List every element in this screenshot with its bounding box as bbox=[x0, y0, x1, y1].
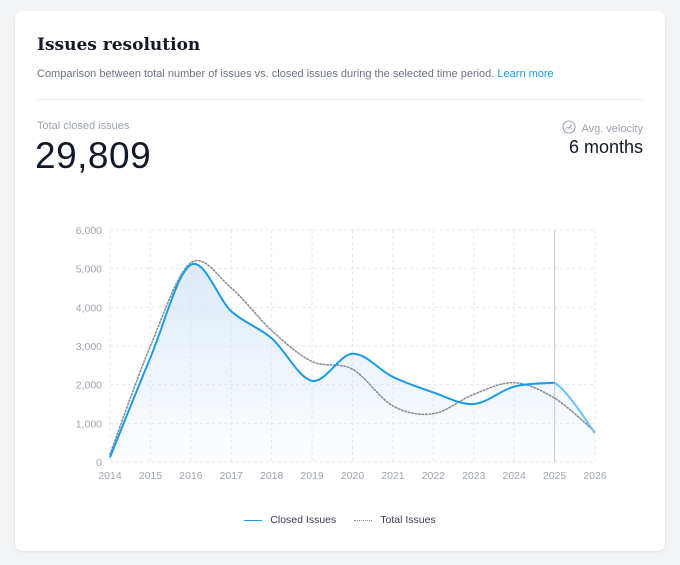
x-tick-label: 2015 bbox=[139, 470, 163, 482]
x-tick-label: 2026 bbox=[583, 470, 607, 482]
x-tick-label: 2016 bbox=[179, 470, 203, 482]
x-tick-label: 2018 bbox=[260, 470, 284, 482]
closed-issues-area bbox=[110, 263, 595, 462]
x-tick-label: 2024 bbox=[502, 470, 526, 482]
y-tick-label: 3,000 bbox=[76, 341, 102, 353]
x-tick-label: 2021 bbox=[381, 470, 405, 482]
total-issues-swatch bbox=[354, 519, 373, 521]
x-tick-label: 2014 bbox=[98, 470, 122, 482]
y-tick-label: 1,000 bbox=[76, 418, 102, 430]
chart-legend: Closed Issues Total Issues bbox=[15, 514, 665, 526]
avg-velocity-text: Avg. velocity bbox=[581, 122, 643, 135]
y-tick-label: 0 bbox=[96, 457, 102, 469]
total-closed-value: 29,809 bbox=[35, 135, 152, 176]
avg-velocity-value: 6 months bbox=[568, 137, 643, 157]
x-tick-label: 2022 bbox=[422, 470, 446, 482]
gauge-icon bbox=[562, 120, 576, 137]
x-tick-label: 2023 bbox=[462, 470, 486, 482]
y-tick-label: 5,000 bbox=[76, 264, 102, 276]
description-text: Comparison between total number of issue… bbox=[37, 68, 495, 80]
card-title: Issues resolution bbox=[37, 35, 201, 55]
learn-more-link[interactable]: Learn more bbox=[497, 68, 554, 80]
x-tick-label: 2020 bbox=[341, 470, 365, 482]
x-tick-label: 2019 bbox=[300, 470, 324, 482]
total-closed-label: Total closed issues bbox=[37, 120, 130, 132]
y-tick-label: 6,000 bbox=[76, 225, 102, 237]
total-issues-line bbox=[109, 259, 596, 456]
card-description: Comparison between total number of issue… bbox=[37, 68, 554, 80]
y-tick-label: 4,000 bbox=[76, 302, 102, 314]
closed-issues-line bbox=[109, 262, 555, 458]
legend-item-total-issues[interactable]: Total Issues bbox=[354, 514, 436, 526]
issues-line-chart: 0 1,000 2,000 3,000 4,000 5,000 6,000 2014 2015 2… bbox=[76, 225, 607, 482]
x-tick-label: 2025 bbox=[543, 470, 567, 482]
closed-issues-forecast-line bbox=[554, 381, 596, 434]
legend-label-closed-issues: Closed Issues bbox=[270, 514, 337, 526]
legend-label-total-issues: Total Issues bbox=[380, 514, 436, 526]
legend-item-closed-issues[interactable]: Closed Issues bbox=[244, 514, 336, 526]
avg-velocity-label: Avg. velocity bbox=[562, 120, 643, 137]
closed-issues-swatch bbox=[244, 519, 263, 521]
y-tick-label: 2,000 bbox=[76, 380, 102, 392]
x-tick-label: 2017 bbox=[220, 470, 244, 482]
issues-resolution-card: Issues resolution Comparison between tot… bbox=[15, 11, 665, 551]
divider bbox=[37, 99, 643, 100]
